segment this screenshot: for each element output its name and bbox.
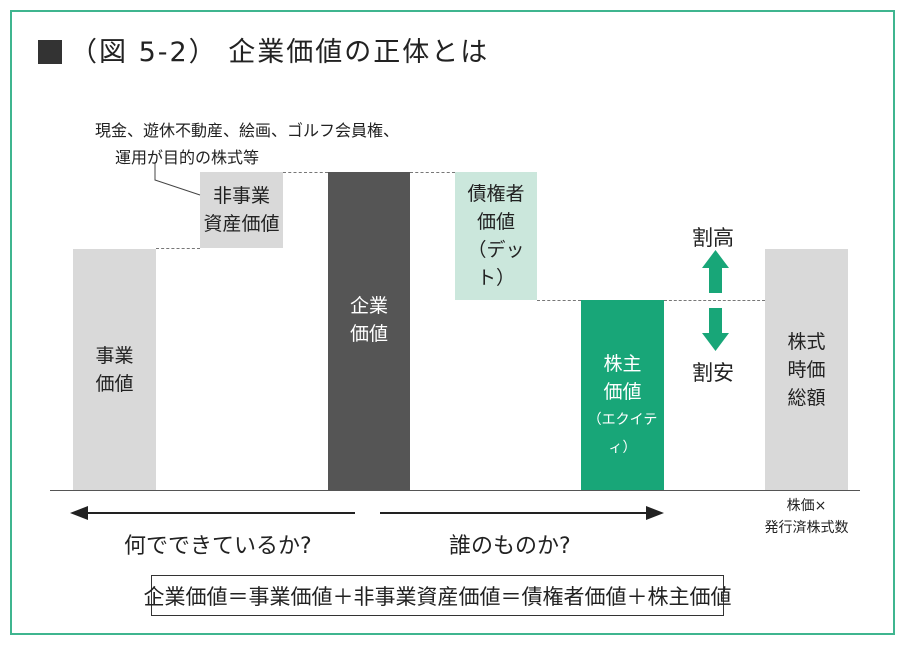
- debt-value-line-1: 債権者: [467, 183, 525, 205]
- market-cap-caption: 株価× 発行済株式数: [750, 495, 863, 539]
- equity-value-bar: 株主価値 （エクイティ）: [581, 300, 664, 490]
- title-square-icon: [38, 40, 62, 64]
- non-business-line-2: 資産価値: [203, 213, 280, 235]
- enterprise-value-line-1: 企業: [349, 295, 388, 317]
- title-text: （図 5-2） 企業価値の正体とは: [70, 37, 490, 68]
- non-business-line-1: 非事業: [212, 185, 270, 207]
- up-arrow-icon: [702, 250, 729, 293]
- enterprise-value-line-2: 価値: [349, 323, 388, 345]
- debt-value-line-2: 価値: [476, 211, 515, 233]
- market-cap-line-2: 時価: [787, 358, 826, 381]
- formula-text: 企業価値＝事業価値＋非事業資産価値＝債権者価値＋株主価値: [143, 584, 732, 609]
- dashed-connector-non-business: [283, 172, 328, 173]
- value-formula: 企業価値＝事業価値＋非事業資産価値＝債権者価値＋株主価値: [144, 575, 732, 616]
- note-line-1: 現金、遊休不動産、絵画、ゴルフ会員権、: [95, 121, 400, 140]
- non-business-note: 現金、遊休不動産、絵画、ゴルフ会員権、 運用が目的の株式等: [95, 117, 399, 171]
- ownership-label: 誰のものか?: [449, 534, 571, 559]
- market-cap-line-1: 株式: [787, 330, 826, 353]
- composition-label: 何でできているか?: [124, 534, 312, 559]
- equity-value-line-1: 株主: [603, 353, 642, 375]
- business-value-line-2: 価値: [95, 372, 134, 395]
- market-cap-line-3: 総額: [787, 386, 826, 409]
- baseline: [50, 490, 860, 491]
- left-arrow-icon: [70, 506, 355, 520]
- dashed-connector-equity: [664, 300, 765, 301]
- market-cap-bar: 株式 時価 総額: [765, 249, 848, 490]
- overvalued-label: 割高: [692, 226, 734, 250]
- down-arrow-icon: [702, 308, 729, 351]
- debt-value-bar: 債権者価値 （デット）: [455, 172, 537, 300]
- non-business-asset-bar: 非事業 資産価値: [200, 172, 283, 248]
- dashed-connector-enterprise: [410, 172, 455, 173]
- debt-value-line-3: （デット）: [467, 239, 525, 289]
- right-arrow-icon: [380, 506, 664, 520]
- note-line-2: 運用が目的の株式等: [115, 148, 260, 167]
- equity-value-line-3: （エクイティ）: [587, 412, 658, 456]
- business-value-bar: 事業 価値: [73, 249, 156, 490]
- enterprise-value-bar: 企業 価値: [328, 172, 410, 490]
- note-leader-line: [154, 163, 201, 196]
- undervalued-label: 割安: [692, 361, 734, 385]
- dashed-connector-debt: [537, 300, 581, 301]
- figure-title: （図 5-2） 企業価値の正体とは: [38, 30, 489, 69]
- caption-line-1: 株価×: [786, 498, 827, 514]
- caption-line-2: 発行済株式数: [764, 520, 849, 536]
- figure-frame: [10, 10, 895, 635]
- equity-value-line-2: 価値: [603, 381, 642, 403]
- dashed-connector-business: [156, 248, 200, 249]
- business-value-line-1: 事業: [95, 344, 134, 367]
